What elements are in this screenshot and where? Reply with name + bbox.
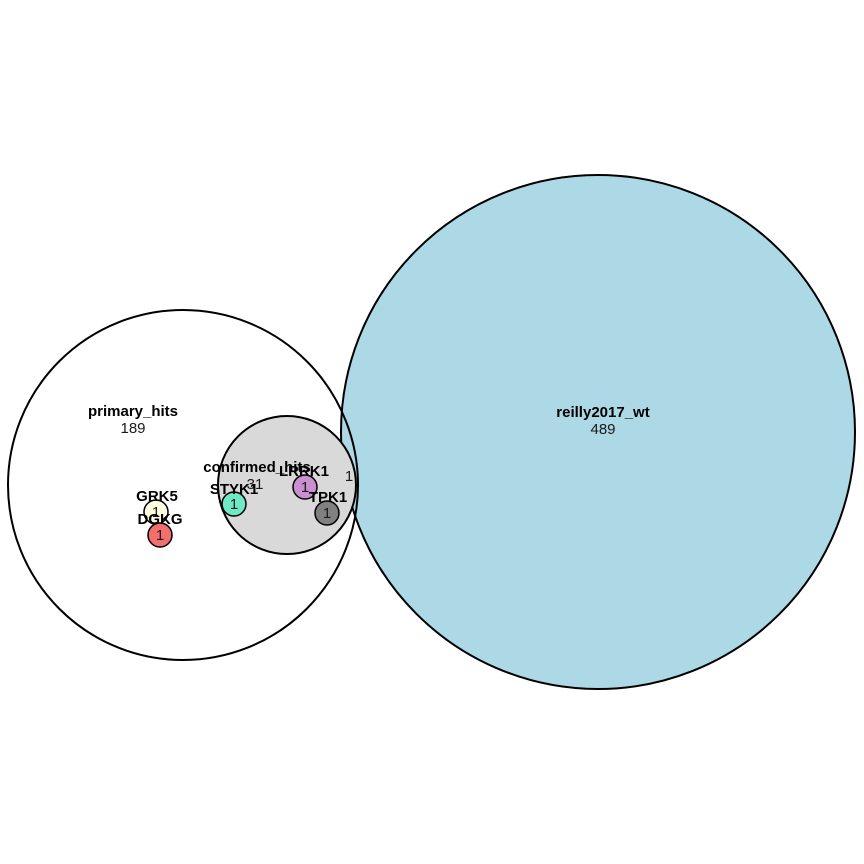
gene-label-grk5: GRK5 (136, 488, 178, 505)
gene-marker-dgkg: 1 DGKG (138, 511, 183, 548)
gene-marker-tpk1: 1 (314, 500, 340, 526)
gene-label-tpk1: TPK1 (309, 489, 347, 506)
gene-label-lrrk1: LRRK1 (279, 463, 329, 480)
gene-count-styk1: 1 (230, 496, 238, 513)
set-label-primary-hits: primary_hits (88, 403, 178, 420)
gene-marker-lrrk1: 1 (292, 474, 318, 500)
gene-dot-lrrk1 (292, 474, 318, 500)
gene-count-dgkg: 1 (156, 527, 164, 544)
gene-dot-tpk1 (314, 500, 340, 526)
gene-label-styk1: STYK1 (210, 481, 258, 498)
gene-dot-dgkg (147, 522, 173, 548)
gene-dot-styk1 (221, 491, 247, 517)
overlap-count: 1 (345, 468, 353, 485)
set-circle-reilly2017-wt (340, 174, 856, 690)
gene-count-lrrk1: 1 (301, 479, 309, 496)
set-count-confirmed-hits: 31 (247, 476, 264, 493)
set-label-confirmed-hits: confirmed_hits (203, 459, 311, 476)
set-count-reilly2017-wt: 489 (590, 421, 615, 438)
gene-marker-styk1: 1 (221, 491, 247, 517)
gene-label-dgkg: DGKG (138, 511, 183, 528)
set-label-reilly2017-wt: reilly2017_wt (556, 404, 649, 421)
set-circle-primary-hits (7, 309, 359, 661)
gene-count-tpk1: 1 (323, 505, 331, 522)
gene-count-grk5: 1 (152, 504, 160, 521)
set-count-primary-hits: 189 (120, 420, 145, 437)
